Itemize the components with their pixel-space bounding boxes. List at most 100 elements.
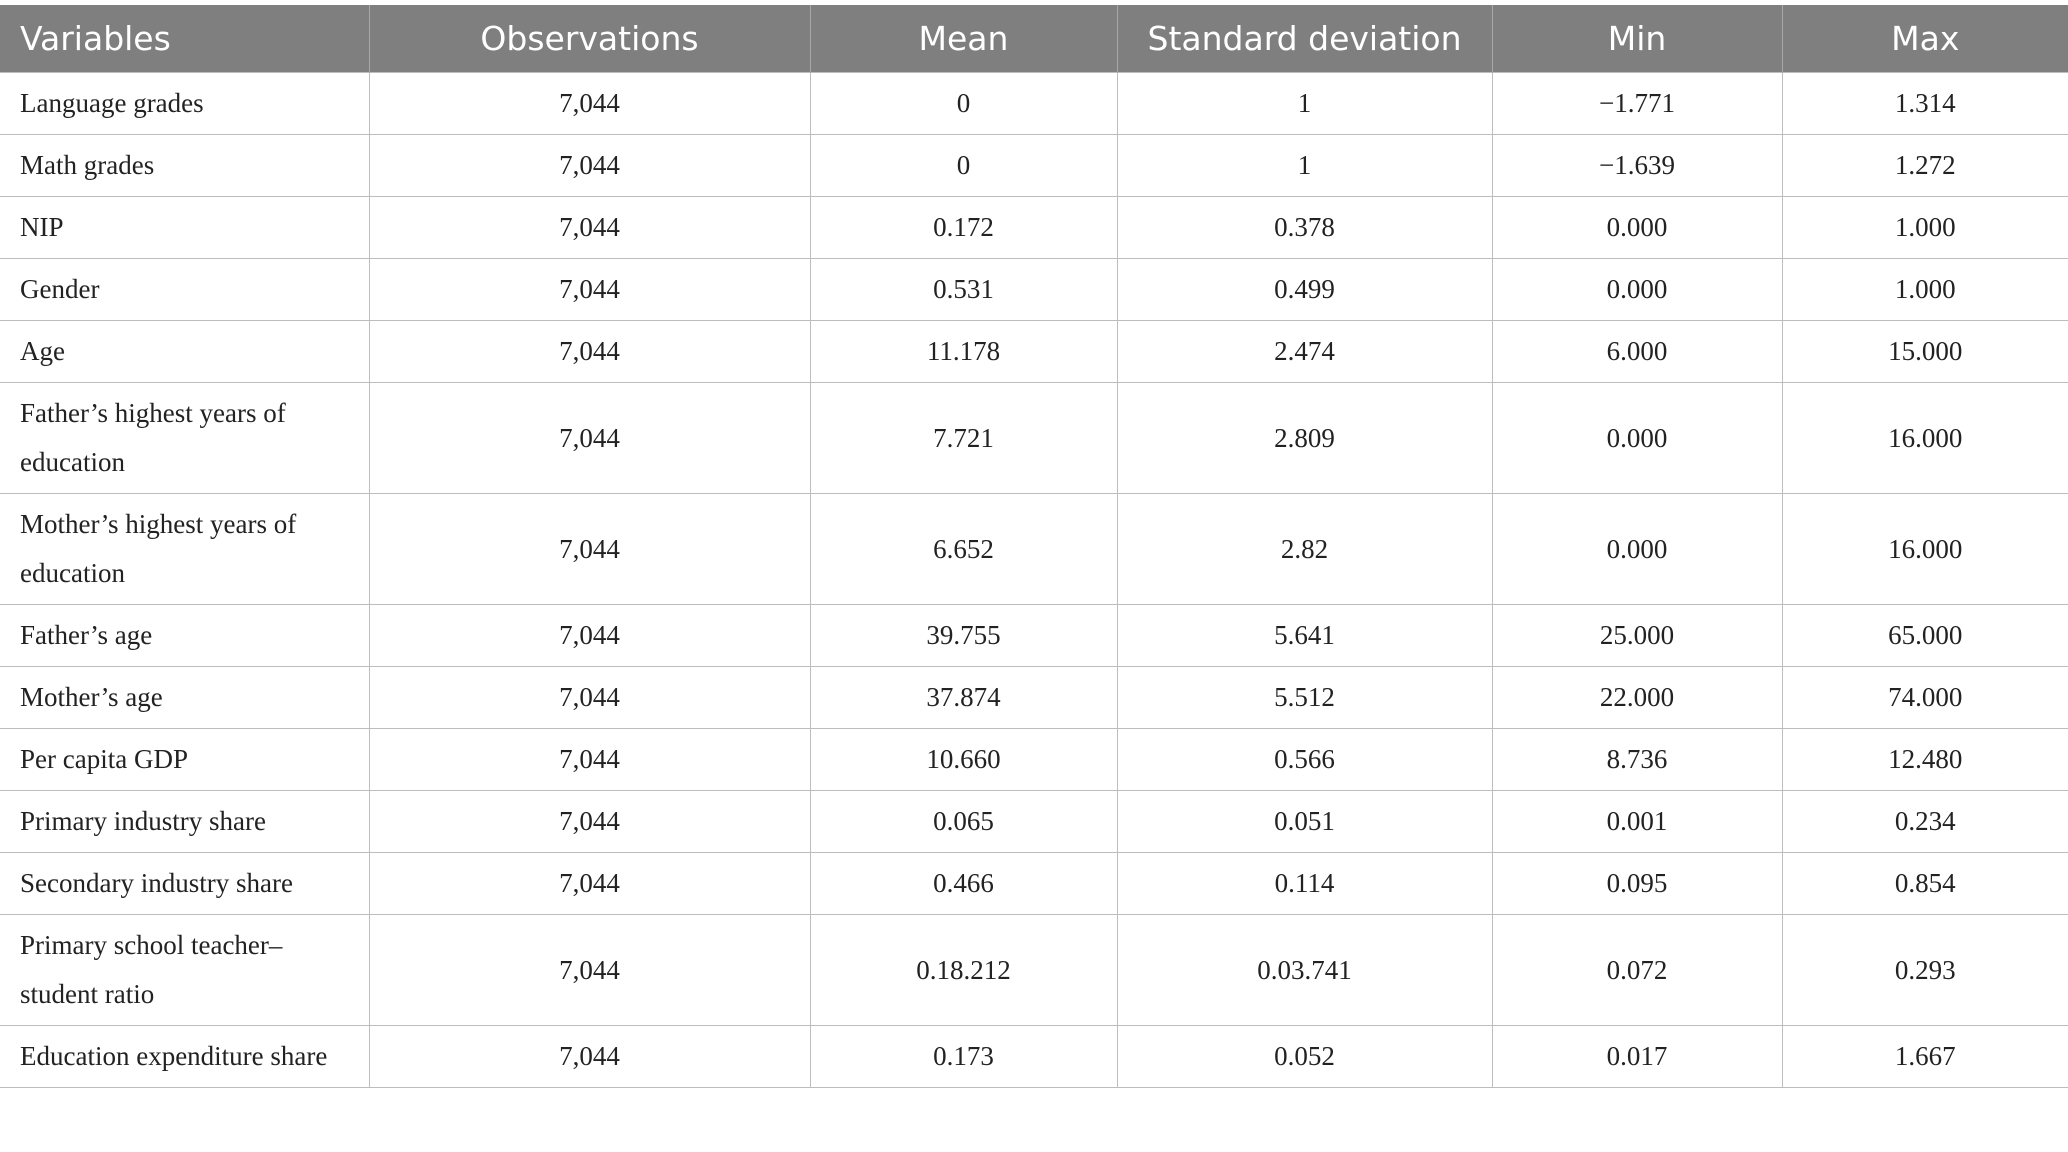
cell: 0.03.741 [1116, 914, 1493, 1026]
cell: 0.017 [1491, 1025, 1783, 1088]
cell: 0.065 [809, 790, 1118, 853]
column-header: Variables [0, 5, 370, 73]
cell: 0.000 [1491, 382, 1783, 494]
column-header: Max [1782, 5, 2068, 73]
cell: −1.639 [1491, 134, 1783, 197]
cell: 0 [809, 134, 1118, 197]
cell: 39.755 [809, 604, 1118, 667]
cell: 11.178 [809, 320, 1118, 383]
row-label: Education expenditure share [0, 1025, 370, 1088]
cell: 0.114 [1116, 852, 1493, 915]
row-label: Primary school teacher–student ratio [0, 914, 370, 1026]
table-row: Mother’s highest years of education 7,044… [0, 493, 2068, 605]
summary-table: Variables Observations Mean Standard deviat… [0, 5, 2068, 1088]
cell: 7,044 [368, 134, 811, 197]
cell: 10.660 [809, 728, 1118, 791]
cell: 8.736 [1491, 728, 1783, 791]
cell: 0.293 [1781, 914, 2068, 1026]
row-label: Gender [0, 258, 370, 321]
cell: 1.000 [1781, 258, 2068, 321]
cell: 7,044 [368, 72, 811, 135]
cell: 0.052 [1116, 1025, 1493, 1088]
cell: 0.095 [1491, 852, 1783, 915]
cell: 0.378 [1116, 196, 1493, 259]
cell: 7,044 [368, 258, 811, 321]
cell: 5.512 [1116, 666, 1493, 729]
cell: 7,044 [368, 666, 811, 729]
cell: −1.771 [1491, 72, 1783, 135]
cell: 0.854 [1781, 852, 2068, 915]
cell: 16.000 [1781, 382, 2068, 494]
cell: 65.000 [1781, 604, 2068, 667]
cell: 2.474 [1116, 320, 1493, 383]
row-label: NIP [0, 196, 370, 259]
cell: 6.000 [1491, 320, 1783, 383]
table-row: Gender 7,044 0.531 0.499 0.000 1.000 [0, 258, 2068, 321]
row-label: Per capita GDP [0, 728, 370, 791]
row-label: Language grades [0, 72, 370, 135]
cell: 7,044 [368, 790, 811, 853]
table-row: Language grades 7,044 0 1 −1.771 1.314 [0, 72, 2068, 135]
cell: 0.072 [1491, 914, 1783, 1026]
table-row: Father’s age 7,044 39.755 5.641 25.000 65.000 [0, 604, 2068, 667]
cell: 0.051 [1116, 790, 1493, 853]
cell: 7,044 [368, 382, 811, 494]
cell: 16.000 [1781, 493, 2068, 605]
cell: 2.82 [1116, 493, 1493, 605]
cell: 0.001 [1491, 790, 1783, 853]
cell: 7.721 [809, 382, 1118, 494]
cell: 6.652 [809, 493, 1118, 605]
cell: 37.874 [809, 666, 1118, 729]
column-header: Min [1492, 5, 1783, 73]
row-label: Father’s highest years of education [0, 382, 370, 494]
cell: 7,044 [368, 320, 811, 383]
row-label: Math grades [0, 134, 370, 197]
table-row: Father’s highest years of education 7,044… [0, 382, 2068, 494]
cell: 12.480 [1781, 728, 2068, 791]
table-row: Mother’s age 7,044 37.874 5.512 22.000 74.000 [0, 666, 2068, 729]
table-row: Primary school teacher–student ratio 7,04… [0, 914, 2068, 1026]
table-row: NIP 7,044 0.172 0.378 0.000 1.000 [0, 196, 2068, 259]
column-header: Observations [369, 5, 811, 73]
table-row: Primary industry share 7,044 0.065 0.051 0.0… [0, 790, 2068, 853]
table-row: Per capita GDP 7,044 10.660 0.566 8.736 12.48… [0, 728, 2068, 791]
cell: 2.809 [1116, 382, 1493, 494]
cell: 0.466 [809, 852, 1118, 915]
cell: 5.641 [1116, 604, 1493, 667]
cell: 15.000 [1781, 320, 2068, 383]
row-label: Age [0, 320, 370, 383]
cell: 0.499 [1116, 258, 1493, 321]
table-row: Secondary industry share 7,044 0.466 0.114 0… [0, 852, 2068, 915]
table-row: Math grades 7,044 0 1 −1.639 1.272 [0, 134, 2068, 197]
cell: 0.000 [1491, 196, 1783, 259]
cell: 0.172 [809, 196, 1118, 259]
header-row: Variables Observations Mean Standard deviat… [0, 5, 2068, 73]
cell: 0.531 [809, 258, 1118, 321]
table-body: Language grades 7,044 0 1 −1.771 1.314 Math gr… [0, 72, 2068, 1088]
cell: 1 [1116, 72, 1493, 135]
cell: 0.234 [1781, 790, 2068, 853]
cell: 74.000 [1781, 666, 2068, 729]
row-label: Secondary industry share [0, 852, 370, 915]
cell: 0.18.212 [809, 914, 1118, 1026]
column-header: Mean [810, 5, 1118, 73]
cell: 0.566 [1116, 728, 1493, 791]
cell: 1.272 [1781, 134, 2068, 197]
table-row: Education expenditure share 7,044 0.173 0.0… [0, 1025, 2068, 1088]
table-row: Age 7,044 11.178 2.474 6.000 15.000 [0, 320, 2068, 383]
cell: 25.000 [1491, 604, 1783, 667]
cell: 7,044 [368, 728, 811, 791]
cell: 1.667 [1781, 1025, 2068, 1088]
cell: 0.000 [1491, 493, 1783, 605]
cell: 22.000 [1491, 666, 1783, 729]
cell: 7,044 [368, 1025, 811, 1088]
cell: 1.314 [1781, 72, 2068, 135]
cell: 1.000 [1781, 196, 2068, 259]
cell: 1 [1116, 134, 1493, 197]
cell: 7,044 [368, 196, 811, 259]
row-label: Mother’s highest years of education [0, 493, 370, 605]
row-label: Mother’s age [0, 666, 370, 729]
cell: 7,044 [368, 852, 811, 915]
column-header: Standard deviation [1117, 5, 1493, 73]
